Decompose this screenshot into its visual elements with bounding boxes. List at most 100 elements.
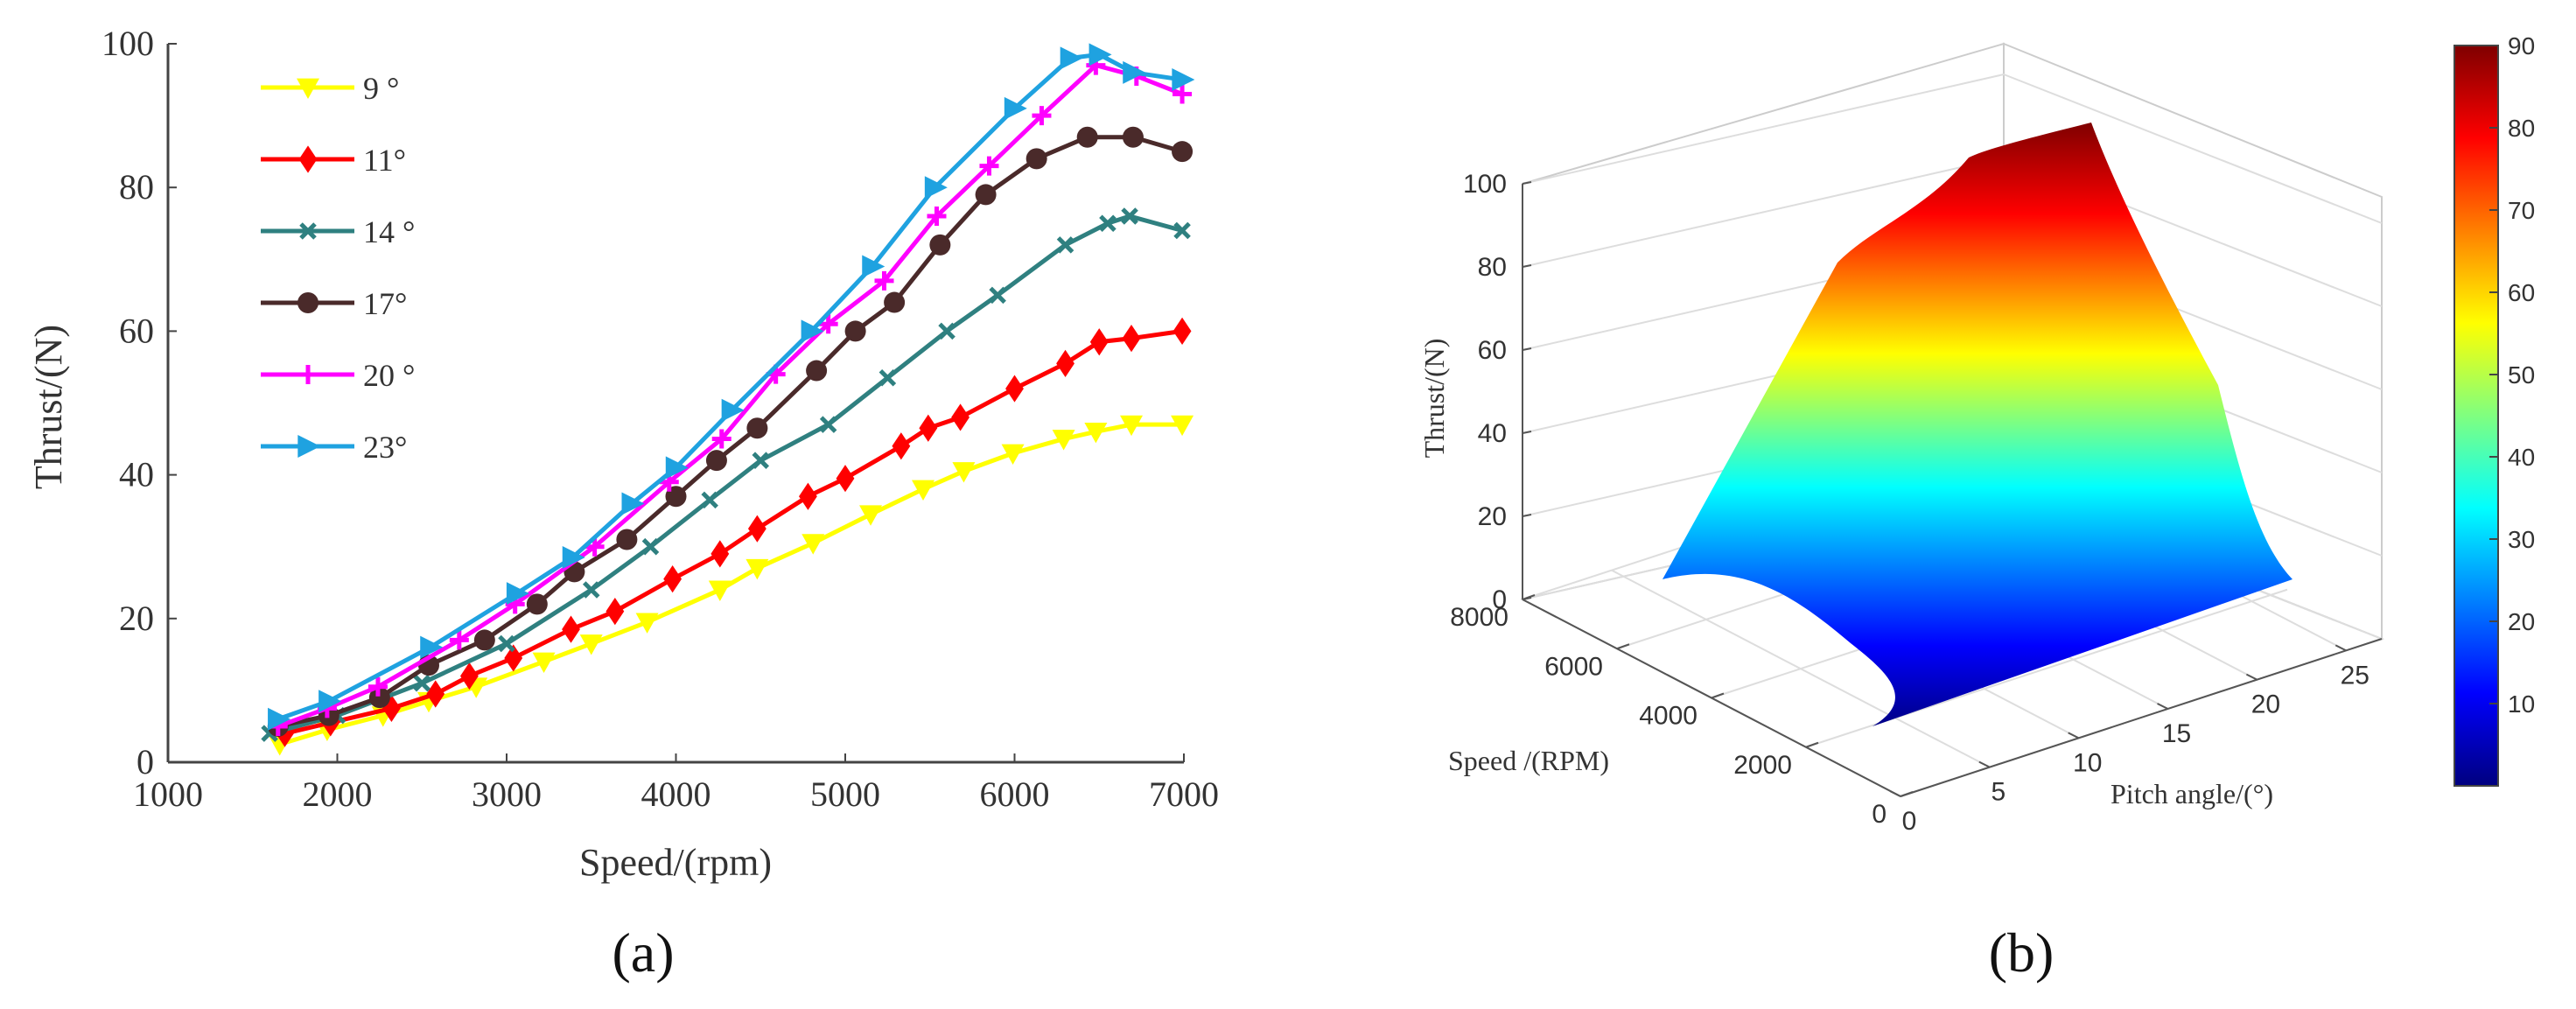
a-data-point bbox=[979, 156, 999, 176]
a-data-point bbox=[929, 234, 951, 256]
a-ytick-label: 100 bbox=[102, 24, 154, 63]
b-pitch-label: Pitch angle/(°) bbox=[2110, 778, 2273, 809]
b-pitch-gridline bbox=[1611, 569, 1991, 768]
b-pitch-tick-mark bbox=[2157, 703, 2169, 710]
a-data-point bbox=[919, 414, 938, 442]
a-data-point bbox=[1088, 43, 1112, 67]
a-series-2 bbox=[261, 207, 1191, 742]
b-z-gridline bbox=[1522, 73, 2383, 224]
a-data-point bbox=[506, 582, 529, 606]
b-colorbar-tick-label: 90 bbox=[2508, 32, 2535, 60]
a-data-point bbox=[1121, 207, 1138, 225]
a-data-point bbox=[747, 515, 766, 543]
a-data-point bbox=[801, 319, 824, 343]
b-colorbar-tick-label: 20 bbox=[2508, 608, 2535, 635]
b-speed-tick-label: 8000 bbox=[1450, 603, 1508, 632]
b-ztick-mark bbox=[1522, 264, 1532, 268]
a-series-line bbox=[278, 422, 1183, 746]
a-data-point bbox=[1171, 415, 1194, 437]
a-ytick-label: 60 bbox=[119, 311, 154, 350]
a-legend-label: 17° bbox=[363, 286, 407, 321]
a-data-point bbox=[752, 452, 770, 469]
a-data-point bbox=[616, 529, 638, 550]
a-data-point bbox=[924, 176, 948, 200]
a-data-point bbox=[473, 629, 495, 651]
b-pitch-tick-mark bbox=[1889, 790, 1901, 797]
b-pitch-tick-label: 25 bbox=[2341, 661, 2370, 690]
a-xtick-label: 3000 bbox=[472, 774, 542, 814]
a-data-point bbox=[806, 360, 828, 382]
a-ytick-label: 20 bbox=[119, 599, 154, 638]
a-data-point bbox=[641, 537, 660, 556]
a-xtick-label: 5000 bbox=[810, 774, 880, 814]
a-data-point bbox=[705, 450, 727, 472]
a-data-point bbox=[844, 320, 866, 342]
a-data-point bbox=[579, 634, 603, 655]
a-data-point bbox=[606, 597, 625, 626]
a-data-point bbox=[892, 432, 911, 460]
a-data-point bbox=[1089, 328, 1109, 356]
a-ytick-label: 40 bbox=[119, 455, 154, 494]
b-colorbar-tick-label: 40 bbox=[2508, 444, 2535, 471]
b-ztick-label: 60 bbox=[1478, 336, 1507, 365]
a-data-point bbox=[1005, 375, 1024, 403]
a-data-point bbox=[1084, 422, 1108, 444]
panel-a-line-chart: 1000 2000 3000 4000 5000 6000 7000 0 20 40 60 80 10… bbox=[27, 24, 1219, 984]
b-ztick-label: 0 bbox=[1492, 585, 1507, 614]
a-data-point bbox=[975, 184, 997, 206]
a-data-point bbox=[504, 644, 523, 672]
a-legend-marker bbox=[297, 78, 319, 99]
a-data-point bbox=[460, 662, 479, 690]
b-colorbar-tick-label: 60 bbox=[2508, 279, 2535, 306]
b-pitch-tick-mark bbox=[2334, 644, 2347, 652]
a-legend-label: 11° bbox=[363, 143, 406, 178]
b-zlabel: Thrust/(N) bbox=[1418, 339, 1450, 459]
a-legend-marker bbox=[299, 222, 317, 240]
a-ytick-label: 80 bbox=[119, 167, 154, 207]
a-data-point bbox=[1076, 126, 1098, 148]
a-data-point bbox=[799, 482, 817, 510]
a-data-point bbox=[420, 635, 444, 659]
a-data-point bbox=[532, 652, 556, 674]
a-data-point bbox=[562, 546, 585, 570]
a-data-point bbox=[859, 505, 883, 526]
a-data-point bbox=[635, 613, 659, 634]
a-data-point bbox=[368, 676, 388, 697]
a-data-point bbox=[1173, 221, 1191, 240]
b-pitch-tick-label: 5 bbox=[1992, 778, 2006, 807]
a-data-point bbox=[1032, 106, 1052, 126]
b-speed-tick-mark bbox=[1900, 791, 1914, 797]
a-data-point bbox=[701, 491, 718, 509]
a-series-line bbox=[276, 62, 1183, 729]
a-legend-marker bbox=[298, 365, 318, 384]
b-ztick-label: 100 bbox=[1463, 170, 1507, 199]
a-data-point bbox=[268, 707, 291, 731]
a-data-point bbox=[1120, 415, 1144, 437]
a-xtick-label: 1000 bbox=[133, 774, 203, 814]
a-xtick-label: 2000 bbox=[303, 774, 373, 814]
a-data-point bbox=[1001, 444, 1025, 465]
b-speed-tick-mark bbox=[1805, 741, 1819, 748]
a-legend-marker bbox=[298, 292, 318, 313]
b-colorbar-tick-label: 30 bbox=[2508, 526, 2535, 553]
a-xlabel: Speed/(rpm) bbox=[579, 841, 772, 884]
a-data-point bbox=[989, 286, 1006, 305]
b-speed-tick-mark bbox=[1616, 643, 1630, 650]
a-data-point bbox=[526, 593, 548, 615]
a-data-point bbox=[562, 615, 580, 643]
a-data-point bbox=[663, 565, 682, 593]
panel-b-surface-chart: 0 20 40 60 80 100 0 2000 4000 6000 8000 0 5 10 15 20 2… bbox=[1418, 32, 2535, 984]
a-data-point bbox=[1172, 141, 1194, 163]
b-ztick-mark bbox=[1522, 514, 1532, 517]
a-data-point bbox=[1172, 84, 1193, 104]
a-series-line bbox=[269, 214, 1183, 736]
a-xtick-label: 6000 bbox=[980, 774, 1050, 814]
a-series-4 bbox=[268, 55, 1193, 736]
a-data-point bbox=[1004, 96, 1027, 120]
a-data-point bbox=[368, 687, 390, 709]
b-pitch-tick-label: 0 bbox=[1902, 807, 1917, 836]
b-speed-tick-label: 4000 bbox=[1639, 702, 1698, 731]
a-data-point bbox=[426, 680, 445, 708]
b-speed-tick-label: 0 bbox=[1872, 800, 1886, 829]
b-colorbar-tick-label: 10 bbox=[2508, 690, 2535, 718]
